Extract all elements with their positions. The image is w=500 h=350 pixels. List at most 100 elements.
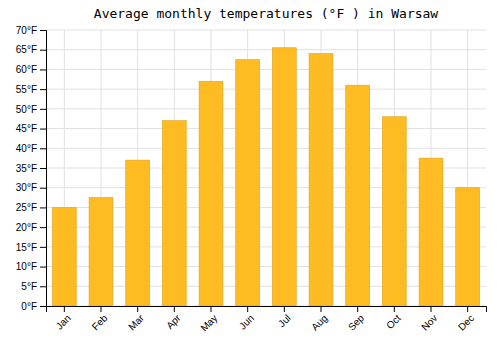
bar <box>199 81 223 306</box>
tick-label: 60°F <box>16 64 37 75</box>
tick-mark <box>321 306 322 312</box>
tick-mark <box>394 306 395 312</box>
tick-label: 15°F <box>16 242 37 253</box>
tick: 45°F <box>16 123 46 134</box>
title: Average monthly temperatures (°F ) in Wa… <box>94 6 439 21</box>
tick-mark <box>40 109 46 110</box>
grid-line <box>46 49 486 50</box>
bar <box>346 85 370 306</box>
tick-mark <box>174 306 175 312</box>
tick: Jan <box>54 306 73 332</box>
tick-label: 25°F <box>16 202 37 213</box>
y-axis: 0°F 5°F 10°F 15°F 20°F 25°F 30°F 35°F 40°F 45°F 50… <box>16 25 47 312</box>
tick: 10°F <box>16 261 46 272</box>
tick: Aug <box>309 306 329 333</box>
tick-mark <box>40 129 46 130</box>
tick-label: 50°F <box>16 104 37 115</box>
tick-mark <box>40 69 46 70</box>
bar <box>419 158 443 306</box>
tick-label: Feb <box>90 312 110 332</box>
tick-label: Jan <box>54 312 73 331</box>
grid-line <box>46 30 486 31</box>
bar <box>236 60 260 306</box>
tick: 70°F <box>16 25 46 36</box>
tick: 20°F <box>16 222 46 233</box>
bar <box>89 198 113 306</box>
tick-label: 5°F <box>21 281 37 292</box>
tick: 65°F <box>16 44 46 55</box>
tick: 0°F <box>21 301 46 312</box>
tick: 15°F <box>16 242 46 253</box>
tick: Dec <box>456 306 476 333</box>
tick: Oct <box>384 306 403 331</box>
tick-label: Oct <box>384 312 403 331</box>
tick-label: Apr <box>164 312 183 331</box>
tick-label: 65°F <box>16 44 37 55</box>
bar <box>382 117 406 306</box>
grid-line <box>46 89 486 90</box>
grid <box>46 30 486 306</box>
tick-mark <box>64 306 65 312</box>
tick-label: 70°F <box>16 25 37 36</box>
tick-mark <box>40 247 46 248</box>
tick-mark <box>40 286 46 287</box>
tick: 55°F <box>16 84 46 95</box>
x-axis: Jan Feb Mar Apr May Jun Jul Aug Sep Oct Nov Dec <box>47 306 487 334</box>
tick: 35°F <box>16 163 46 174</box>
tick-label: 0°F <box>21 301 37 312</box>
tick-mark <box>40 89 46 90</box>
tick-mark <box>40 30 46 31</box>
bar <box>52 207 76 306</box>
tick-label: Jun <box>237 312 256 331</box>
tick-label: 55°F <box>16 84 37 95</box>
tick-mark <box>40 207 46 208</box>
tick-label: 35°F <box>16 163 37 174</box>
grid-line <box>46 128 486 129</box>
tick-mark <box>211 306 212 312</box>
tick-label: 20°F <box>16 222 37 233</box>
tick: Feb <box>90 306 110 332</box>
tick-label: 45°F <box>16 123 37 134</box>
bars <box>52 48 479 306</box>
tick: May <box>198 306 219 334</box>
tick-label: 10°F <box>16 261 37 272</box>
axis-line <box>47 307 487 313</box>
tick-label: May <box>198 312 219 333</box>
tick: Apr <box>164 306 183 331</box>
grid-line <box>46 108 486 109</box>
bar <box>272 48 296 306</box>
tick-label: Mar <box>126 312 146 332</box>
tick-mark <box>40 227 46 228</box>
tick: Jun <box>237 306 256 332</box>
chart: 0°F 5°F 10°F 15°F 20°F 25°F 30°F 35°F 40°F 45°F 50… <box>0 0 500 350</box>
tick-label: Sep <box>346 312 367 333</box>
grid-line <box>46 148 486 149</box>
grid-line <box>46 69 486 70</box>
tick-mark <box>101 306 102 312</box>
tick-mark <box>247 306 248 312</box>
tick: 25°F <box>16 202 46 213</box>
plot: 0°F 5°F 10°F 15°F 20°F 25°F 30°F 35°F 40°F 45°F 50… <box>16 25 487 334</box>
tick-label: 30°F <box>16 182 37 193</box>
tick: Nov <box>419 306 439 333</box>
tick-mark <box>40 168 46 169</box>
tick: Mar <box>126 306 146 332</box>
bar <box>126 160 150 306</box>
tick-label: Nov <box>419 312 439 332</box>
tick-mark <box>40 50 46 51</box>
tick: Sep <box>346 306 367 333</box>
tick-mark <box>40 148 46 149</box>
tick: 40°F <box>16 143 46 154</box>
tick-mark <box>431 306 432 312</box>
tick: Jul <box>276 306 293 329</box>
tick-mark <box>137 306 138 312</box>
tick: 60°F <box>16 64 46 75</box>
tick-label: Jul <box>276 312 293 329</box>
tick: 30°F <box>16 182 46 193</box>
tick-label: 40°F <box>16 143 37 154</box>
tick: 50°F <box>16 104 46 115</box>
tick-mark <box>40 267 46 268</box>
tick-label: Aug <box>309 312 329 332</box>
tick-mark <box>40 188 46 189</box>
tick-label: Dec <box>456 312 476 332</box>
